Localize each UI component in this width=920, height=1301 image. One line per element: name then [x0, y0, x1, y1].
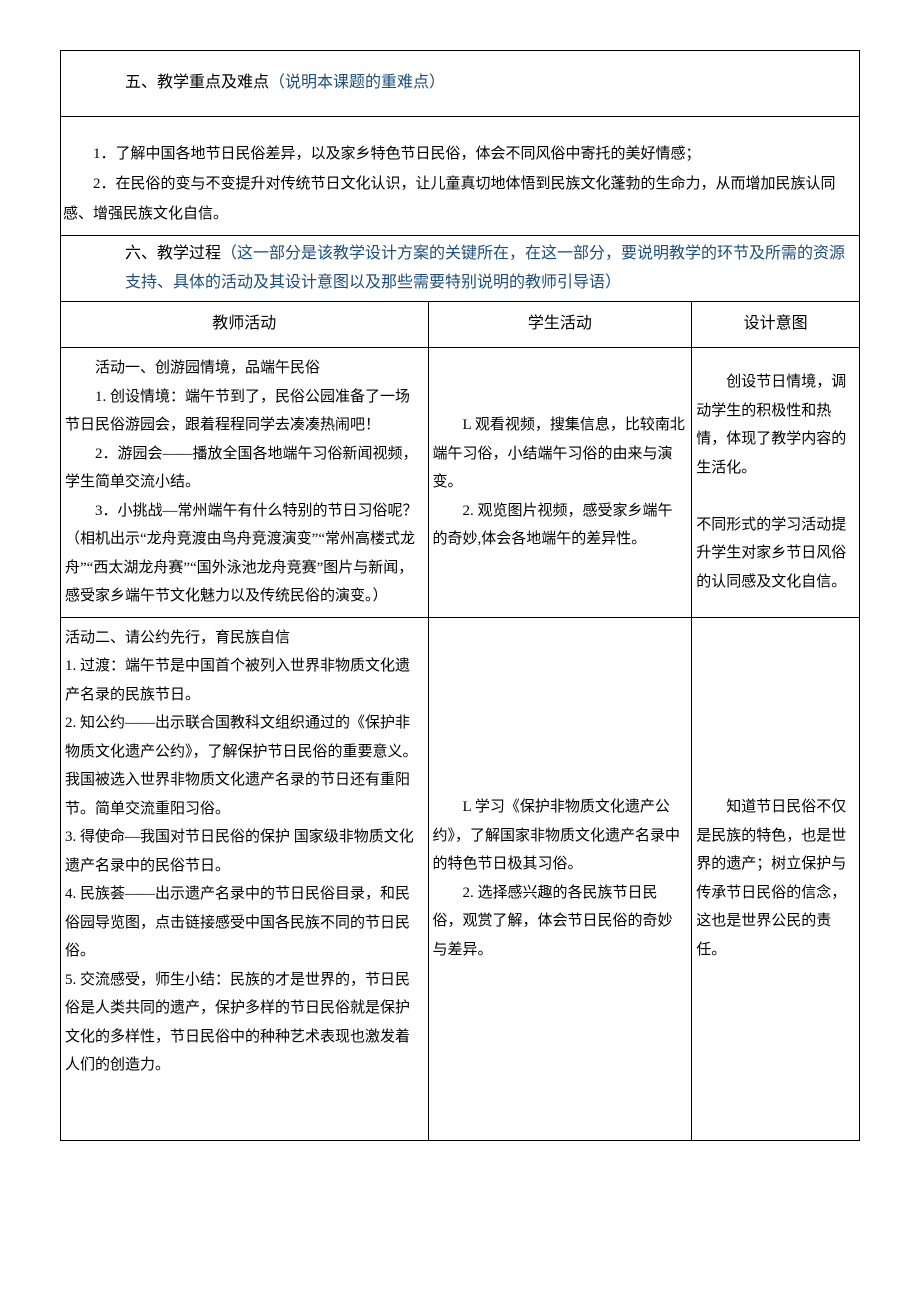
row2-teacher-p4: 4. 民族荟——出示遗产名录中的节日民俗目录，和民俗园导览图，点击链接感受中国各…	[65, 880, 424, 966]
row1-student: L 观看视频，搜集信息，比较南北端午习俗，小结端午习俗的由来与演变。 2. 观览…	[428, 348, 692, 618]
main-table: 五、教学重点及难点（说明本课题的重难点） 1．了解中国各地节日民俗差异，以及家乡…	[60, 50, 860, 1141]
row1-student-p1: L 观看视频，搜集信息，比较南北端午习俗，小结端午习俗的由来与演变。	[433, 411, 688, 497]
row2-student-p1: L 学习《保护非物质文化遗产公约》，了解国家非物质文化遗产名录中的特色节日极其习…	[433, 793, 688, 879]
section5-title: 五、教学重点及难点	[125, 74, 269, 91]
row1-student-p2: 2. 观览图片视频，感受家乡端午的奇妙,体会各地端午的差异性。	[433, 497, 688, 554]
row2-teacher-p2: 2. 知公约——出示联合国教科文组织通过的《保护非物质文化遗产公约》，了解保护节…	[65, 709, 424, 823]
row1-intent: 创设节日情境，调动学生的积极性和热情，体现了教学内容的生活化。 不同形式的学习活…	[692, 348, 860, 618]
section6-title: 六、教学过程	[125, 245, 221, 262]
row2-intent: 知道节日民俗不仅是民族的特色，也是世界的遗产；树立保护与传承节日民俗的信念，这也…	[692, 617, 860, 1140]
row1-intent-p1: 创设节日情境，调动学生的积极性和热情，体现了教学内容的生活化。	[696, 368, 855, 482]
row2-teacher: 活动二、请公约先行，育民族自信 1. 过渡：端午节是中国首个被列入世界非物质文化…	[61, 617, 429, 1140]
section5-p2: 2．在民俗的变与不变提升对传统节日文化认识，让儿童真切地体悟到民族文化蓬勃的生命…	[63, 169, 857, 229]
row1-intent-p2: 不同形式的学习活动提升学生对家乡节日风俗的认同感及文化自信。	[696, 511, 855, 597]
col-header-teacher: 教师活动	[61, 302, 429, 348]
col-header-intent: 设计意图	[692, 302, 860, 348]
row2-teacher-p1: 1. 过渡：端午节是中国首个被列入世界非物质文化遗产名录的民族节日。	[65, 652, 424, 709]
row2-teacher-p3: 3. 得使命—我国对节日民俗的保护 国家级非物质文化遗产名录中的民俗节日。	[65, 823, 424, 880]
section5-p1: 1．了解中国各地节日民俗差异，以及家乡特色节日民俗，体会不同风俗中寄托的美好情感…	[63, 139, 857, 169]
section5-title-cell: 五、教学重点及难点（说明本课题的重难点）	[61, 51, 860, 117]
row1-teacher-title: 活动一、创游园情境，品端午民俗	[65, 354, 424, 383]
col-header-student: 学生活动	[428, 302, 692, 348]
row1-teacher: 活动一、创游园情境，品端午民俗 1. 创设情境：端午节到了，民俗公园准备了一场节…	[61, 348, 429, 618]
row2-student: L 学习《保护非物质文化遗产公约》，了解国家非物质文化遗产名录中的特色节日极其习…	[428, 617, 692, 1140]
lesson-plan-page: 五、教学重点及难点（说明本课题的重难点） 1．了解中国各地节日民俗差异，以及家乡…	[60, 50, 860, 1141]
section5-body: 1．了解中国各地节日民俗差异，以及家乡特色节日民俗，体会不同风俗中寄托的美好情感…	[61, 116, 860, 235]
row2-teacher-p5: 5. 交流感受，师生小结：民族的才是世界的，节日民俗是人类共同的遗产，保护多样的…	[65, 966, 424, 1080]
row2-student-p2: 2. 选择感兴趣的各民族节日民俗，观赏了解，体会节日民俗的奇妙与差异。	[433, 879, 688, 965]
row2-intent-p1: 知道节日民俗不仅是民族的特色，也是世界的遗产；树立保护与传承节日民俗的信念，这也…	[696, 793, 855, 964]
section5-note: （说明本课题的重难点）	[269, 74, 445, 91]
row2-teacher-title: 活动二、请公约先行，育民族自信	[65, 624, 424, 653]
row1-teacher-p1: 1. 创设情境：端午节到了，民俗公园准备了一场节日民俗游园会，跟着程程同学去凑凑…	[65, 383, 424, 440]
row1-teacher-p2: 2．游园会——播放全国各地端午习俗新闻视频，学生简单交流小结。	[65, 440, 424, 497]
row1-teacher-p3: 3．小挑战—常州端午有什么特别的节日习俗呢？（相机出示“龙舟竞渡由鸟舟竞渡演变”…	[65, 497, 424, 611]
section6-title-cell: 六、教学过程（这一部分是该教学设计方案的关键所在，在这一部分，要说明教学的环节及…	[61, 235, 860, 302]
section6-note-1: （这一部分是该教学设计方案的关键所在，在这一部分，要说明教学的环节及所需的资源支…	[125, 245, 845, 291]
